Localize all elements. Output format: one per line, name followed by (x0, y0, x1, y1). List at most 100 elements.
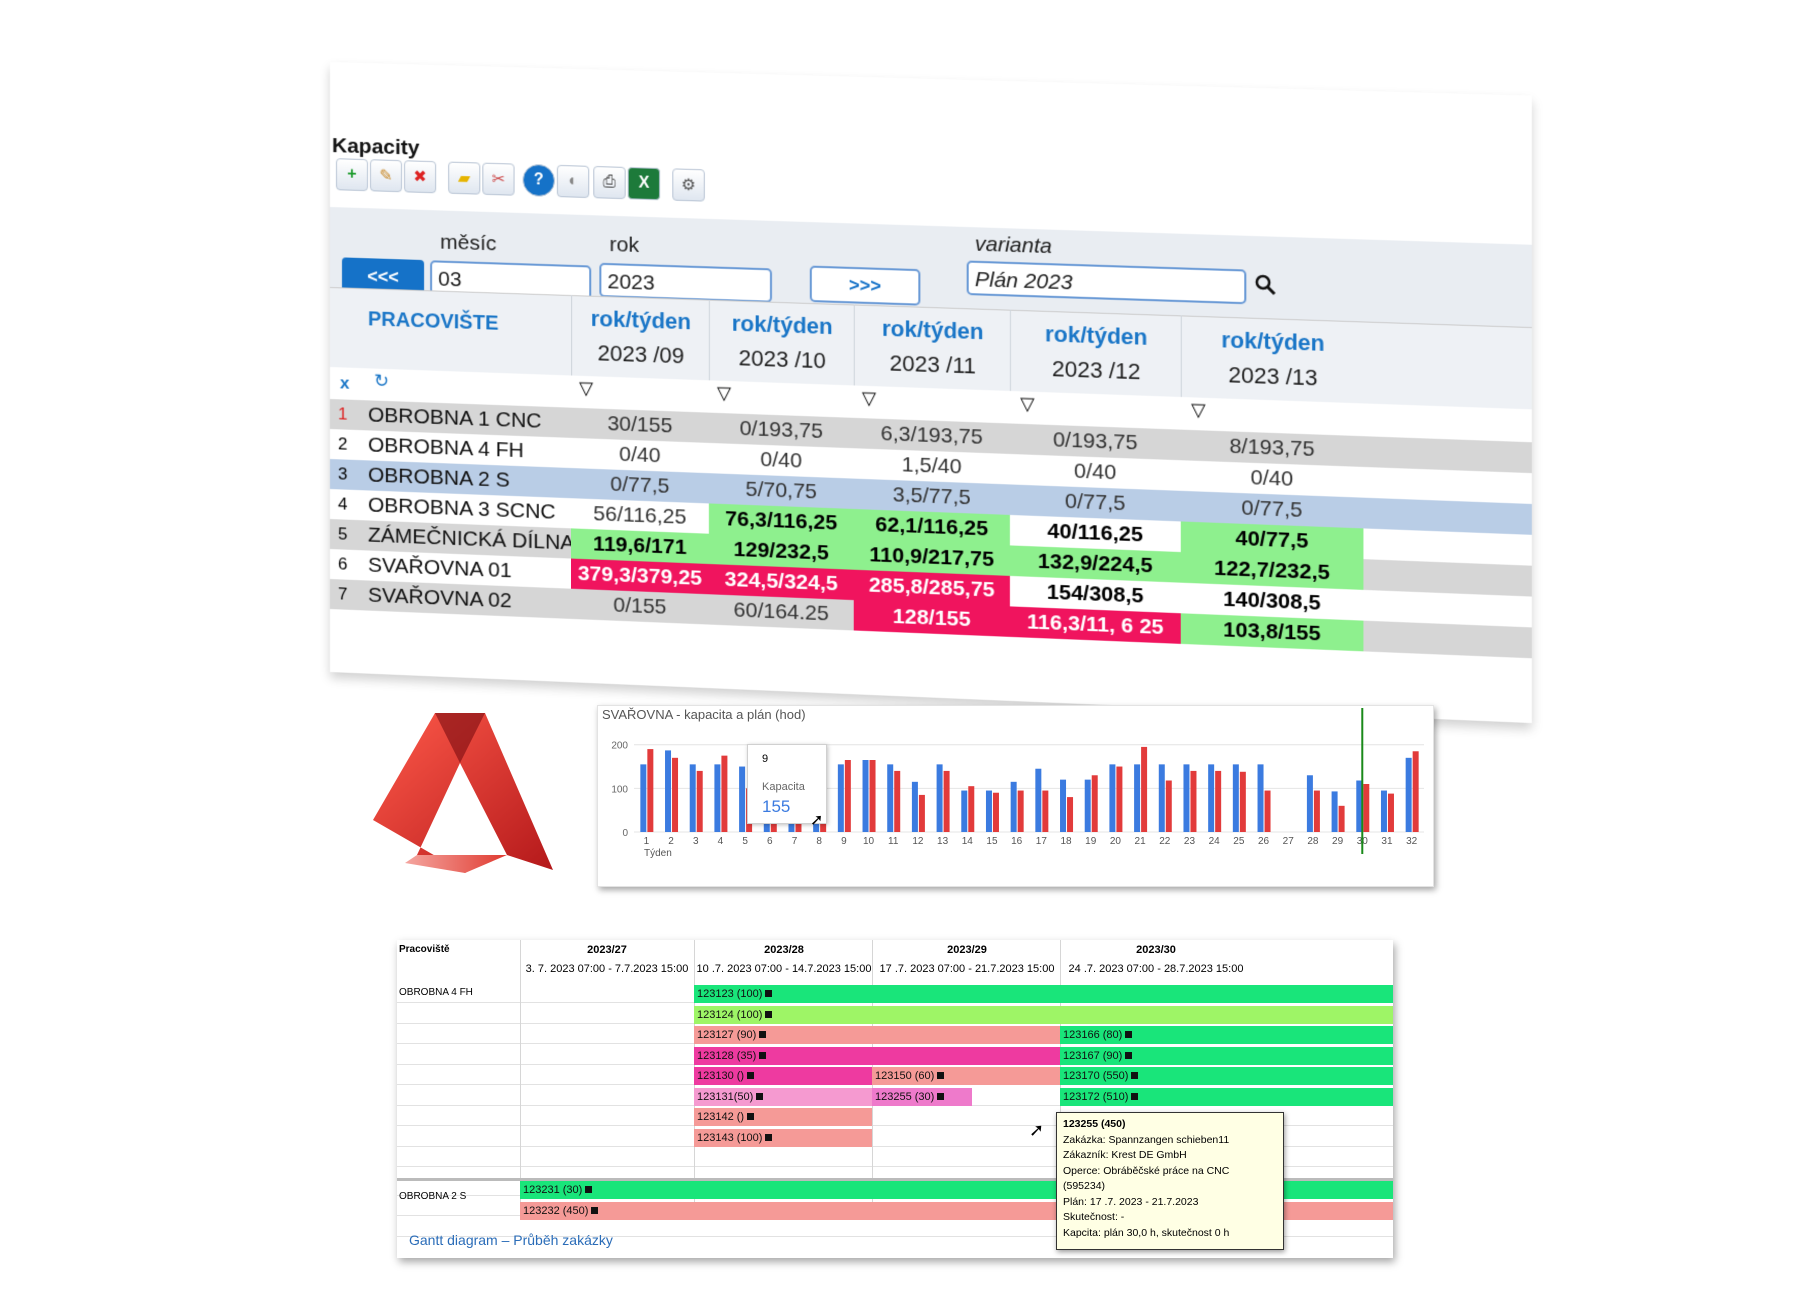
chart-bar (1363, 784, 1369, 832)
detail-icon[interactable] (756, 1093, 763, 1100)
gantt-bar[interactable]: 123255 (30) (872, 1088, 972, 1106)
detail-icon[interactable] (747, 1113, 754, 1120)
capacity-cell[interactable]: 0/155 (571, 589, 709, 625)
chart-bar (887, 764, 893, 832)
edit-icon[interactable]: ✎ (370, 159, 402, 192)
x-tick-label: 29 (1332, 836, 1344, 847)
chart-bar (1307, 775, 1313, 832)
detail-icon[interactable] (747, 1072, 754, 1079)
gantt-bar[interactable]: 123124 (100) (694, 1006, 1393, 1024)
chart-bar (665, 750, 671, 832)
gantt-bar-label: 123150 (60) (875, 1070, 934, 1082)
capacity-cell[interactable]: 128/155 (854, 600, 1010, 637)
detail-icon[interactable] (585, 1186, 592, 1193)
week-column-header[interactable]: rok/týden 2023 /11 (854, 304, 1011, 391)
chart-bar (838, 764, 844, 832)
kapacity-panel: Kapacity + ✎ ✖ ▰ ✂ ? ◐ ⎙ X ⚙ <<< měsíc 0… (330, 62, 1532, 733)
chart-bar (1314, 791, 1320, 832)
company-logo (365, 705, 555, 875)
chart-bar (1109, 764, 1115, 832)
delete-icon[interactable]: ✖ (404, 160, 436, 193)
gantt-bar[interactable]: 123127 (90) (694, 1026, 1060, 1044)
note-icon[interactable]: ▰ (448, 162, 480, 195)
capacity-chart: SVAŘOVNA - kapacita a plán (hod) 0 100 200… (597, 705, 1434, 887)
x-tick-label: 15 (986, 836, 998, 847)
help-icon[interactable]: ? (523, 164, 555, 197)
x-tick-label: 23 (1184, 836, 1196, 847)
detail-icon[interactable] (1125, 1052, 1132, 1059)
search-icon[interactable] (1255, 274, 1278, 303)
detail-icon[interactable] (1125, 1031, 1132, 1038)
chart-bar (1092, 775, 1098, 832)
x-tick-label: 4 (718, 836, 724, 847)
chart-bar (1388, 794, 1394, 832)
gantt-bar[interactable]: 123130 () (694, 1067, 872, 1085)
chart-bar (1208, 764, 1214, 832)
chart-bar (1190, 771, 1196, 832)
disk-icon[interactable]: ◐ (557, 165, 589, 198)
x-tick-label: 20 (1110, 836, 1122, 847)
gantt-bar-label: 123172 (510) (1063, 1091, 1128, 1103)
tag-icon[interactable]: ✂ (482, 163, 514, 196)
x-tick-label: 9 (841, 836, 847, 847)
chart-bar (1116, 767, 1122, 832)
gantt-bar[interactable]: 123170 (550) (1060, 1067, 1393, 1085)
tooltip-week: 9 (762, 753, 768, 765)
x-tick-label: 5 (742, 836, 748, 847)
detail-icon[interactable] (937, 1072, 944, 1079)
gantt-bar[interactable]: 123166 (80) (1060, 1026, 1393, 1044)
next-month-button[interactable]: >>> (810, 266, 921, 306)
gantt-bar-label: 123127 (90) (697, 1029, 756, 1041)
detail-icon[interactable] (591, 1207, 598, 1214)
gantt-bar[interactable]: 123142 () (694, 1108, 872, 1126)
clear-filter-button[interactable]: x (340, 373, 349, 393)
capacity-cell[interactable]: 60/164.25 (709, 594, 854, 630)
gantt-bar[interactable]: 123150 (60) (872, 1067, 1060, 1085)
chart-bar (944, 771, 950, 832)
detail-icon[interactable] (759, 1031, 766, 1038)
gantt-bar-label: 123123 (100) (697, 988, 762, 1000)
detail-icon[interactable] (759, 1052, 766, 1059)
gantt-header-label: Pracoviště (399, 944, 450, 955)
workplace-name[interactable]: SVAŘOVNA 02 (368, 581, 512, 617)
print-icon[interactable]: ⎙ (593, 166, 625, 199)
chart-bar (721, 756, 727, 832)
x-tick-label: 2 (668, 836, 674, 847)
gantt-bar[interactable]: 123131(50) (694, 1088, 872, 1106)
detail-icon[interactable] (765, 990, 772, 997)
filter-icon[interactable]: ▽ (1020, 393, 1034, 415)
x-axis-label: Týden (644, 848, 672, 859)
tooltip-label: Kapacita (762, 781, 805, 793)
x-tick-label: 10 (863, 836, 875, 847)
week-column-header[interactable]: rok/týden 2023 /12 (1010, 310, 1182, 397)
chart-bar (912, 782, 918, 832)
add-icon[interactable]: + (336, 158, 368, 191)
filter-icon[interactable]: ▽ (717, 383, 731, 405)
detail-icon[interactable] (937, 1093, 944, 1100)
chart-bar (863, 760, 869, 832)
gantt-bar[interactable]: 123128 (35) (694, 1047, 1060, 1065)
gantt-bar-label: 123232 (450) (523, 1205, 588, 1217)
refresh-icon[interactable]: ↻ (374, 371, 389, 393)
week-column-header[interactable]: rok/týden 2023 /10 (709, 300, 855, 386)
x-tick-label: 25 (1233, 836, 1245, 847)
gantt-bar[interactable]: 123123 (100) (694, 985, 1393, 1003)
chart-bar (672, 758, 678, 832)
detail-icon[interactable] (765, 1134, 772, 1141)
detail-icon[interactable] (1131, 1072, 1138, 1079)
y-tick-label: 0 (622, 828, 628, 839)
detail-icon[interactable] (1131, 1093, 1138, 1100)
gantt-bar[interactable]: 123172 (510) (1060, 1088, 1393, 1106)
detail-icon[interactable] (765, 1011, 772, 1018)
excel-icon[interactable]: X (628, 167, 660, 200)
gantt-bar[interactable]: 123143 (100) (694, 1129, 872, 1147)
filter-icon[interactable]: ▽ (862, 388, 876, 410)
settings-icon[interactable]: ⚙ (672, 168, 705, 201)
gantt-bar[interactable]: 123167 (90) (1060, 1047, 1393, 1065)
week-column-header[interactable]: rok/týden 2023 /09 (571, 295, 710, 380)
chart-bar (1215, 771, 1221, 832)
row-number: 2 (338, 429, 347, 459)
filter-icon[interactable]: ▽ (1191, 399, 1205, 421)
filter-icon[interactable]: ▽ (579, 378, 593, 400)
week-column-header[interactable]: rok/týden 2023 /13 (1181, 315, 1365, 403)
